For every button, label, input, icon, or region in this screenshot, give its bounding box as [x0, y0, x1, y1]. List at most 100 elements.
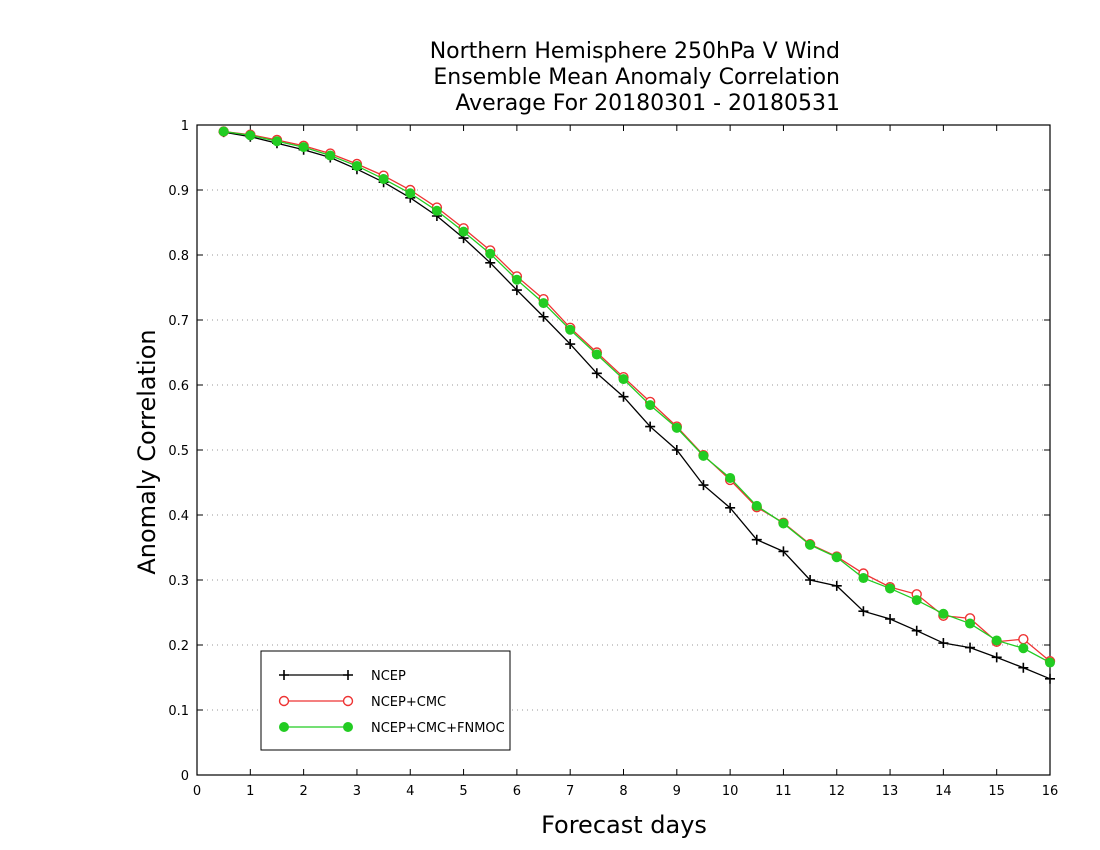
data-point-ncep-21 — [778, 546, 789, 557]
legend-label-ncep-cmc-fnmoc: NCEP+CMC+FNMOC — [371, 721, 505, 736]
series-ncep-cmc — [218, 126, 1056, 667]
x-tick-label-5: 5 — [459, 784, 467, 799]
data-point-ncep-cmc-fnmoc-0 — [218, 126, 229, 137]
x-tick-label-15: 15 — [988, 784, 1005, 799]
x-tick-label-9: 9 — [673, 784, 681, 799]
y-tick-label-4: 0.4 — [168, 509, 189, 524]
legend-marker-left-ncep-cmc-fnmoc — [279, 722, 289, 732]
data-point-ncep-cmc-fnmoc-25 — [885, 583, 896, 594]
data-point-ncep-cmc-fnmoc-28 — [965, 618, 976, 629]
data-point-ncep-cmc-fnmoc-22 — [805, 539, 816, 550]
data-point-ncep-14 — [591, 368, 602, 379]
data-point-ncep-25 — [885, 614, 896, 624]
y-tick-label-5: 0.5 — [168, 444, 189, 459]
data-point-ncep-cmc-fnmoc-7 — [405, 188, 416, 199]
series-line-ncep — [223, 131, 1051, 680]
data-point-ncep-cmc-fnmoc-21 — [778, 518, 789, 529]
data-point-ncep-24 — [858, 606, 869, 617]
title-line-1: Northern Hemisphere 250hPa V Wind — [430, 39, 840, 64]
data-point-ncep-cmc-fnmoc-15 — [618, 374, 629, 385]
series-layer — [218, 126, 1056, 684]
data-point-ncep-cmc-fnmoc-3 — [298, 142, 309, 153]
data-point-ncep-cmc-fnmoc-16 — [645, 400, 656, 411]
x-tick-label-11: 11 — [775, 784, 792, 799]
x-tick-label-2: 2 — [299, 784, 307, 799]
x-tick-label-13: 13 — [882, 784, 899, 799]
data-point-ncep-cmc-fnmoc-4 — [325, 150, 336, 161]
data-point-ncep-30 — [1018, 662, 1029, 673]
y-tick-label-10: 1 — [181, 119, 189, 134]
x-axis-label: Forecast days — [541, 811, 707, 839]
y-tick-label-6: 0.6 — [168, 379, 189, 394]
data-point-ncep-cmc-fnmoc-20 — [751, 500, 762, 511]
data-point-ncep-cmc-fnmoc-14 — [591, 349, 602, 360]
data-point-ncep-10 — [485, 257, 496, 268]
data-point-ncep-cmc-fnmoc-29 — [991, 635, 1002, 646]
y-tick-label-0: 0 — [181, 769, 189, 784]
x-tick-label-7: 7 — [566, 784, 574, 799]
data-point-ncep-cmc-fnmoc-30 — [1018, 643, 1029, 654]
data-point-ncep-18 — [698, 480, 709, 491]
legend-marker-right-ncep — [343, 670, 353, 680]
data-point-ncep-cmc-fnmoc-24 — [858, 573, 869, 584]
title-line-2: Ensemble Mean Anomaly Correlation — [433, 65, 840, 90]
data-point-ncep-cmc-fnmoc-9 — [458, 226, 469, 237]
data-point-ncep-cmc-fnmoc-27 — [938, 608, 949, 619]
data-point-ncep-cmc-fnmoc-2 — [271, 136, 282, 147]
y-tick-label-7: 0.7 — [168, 314, 189, 329]
x-tick-label-12: 12 — [828, 784, 845, 799]
data-point-ncep-cmc-fnmoc-11 — [511, 274, 522, 285]
data-point-ncep-31 — [1045, 673, 1055, 684]
data-point-ncep-19 — [725, 502, 736, 513]
axis-ticks: 00.10.20.30.40.50.60.70.80.910 1 2 3 4 5 6 7 8 9 1… — [168, 119, 1058, 799]
data-point-ncep-12 — [538, 311, 549, 322]
series-ncep — [218, 127, 1055, 684]
legend-marker-left-ncep — [279, 670, 289, 680]
data-point-ncep-27 — [938, 638, 949, 649]
grid — [197, 189, 1050, 711]
data-point-ncep-15 — [618, 391, 629, 402]
series-ncep-cmc-fnmoc — [218, 126, 1055, 668]
x-tick-label-4: 4 — [406, 784, 414, 799]
legend-item-ncep-cmc-fnmoc: NCEP+CMC+FNMOC — [279, 721, 505, 736]
data-point-ncep-cmc-fnmoc-26 — [911, 595, 922, 606]
y-tick-label-2: 0.2 — [168, 639, 189, 654]
data-point-ncep-11 — [511, 285, 522, 296]
x-tick-label-6: 6 — [513, 784, 521, 799]
data-point-ncep-cmc-fnmoc-10 — [485, 248, 496, 259]
x-tick-label-3: 3 — [353, 784, 361, 799]
data-point-ncep-cmc-fnmoc-1 — [245, 130, 256, 141]
data-point-ncep-cmc-fnmoc-31 — [1045, 657, 1055, 668]
chart-title: Northern Hemisphere 250hPa V Wind Ensemb… — [430, 39, 840, 116]
data-point-ncep-20 — [751, 534, 762, 545]
data-point-ncep-29 — [991, 652, 1002, 663]
data-point-ncep-28 — [965, 642, 976, 653]
legend-item-ncep: NCEP — [279, 669, 406, 684]
y-tick-label-1: 0.1 — [168, 704, 189, 719]
data-point-ncep-13 — [565, 339, 576, 350]
legend-marker-right-ncep-cmc-fnmoc — [343, 722, 353, 732]
data-point-ncep-cmc-30 — [1018, 633, 1029, 645]
x-tick-label-10: 10 — [722, 784, 739, 799]
series-line-ncep-cmc-fnmoc — [223, 130, 1051, 664]
data-point-ncep-26 — [911, 625, 922, 636]
x-tick-label-0: 0 — [193, 784, 201, 799]
data-point-ncep-22 — [805, 575, 816, 585]
legend-label-ncep: NCEP — [371, 669, 406, 684]
y-tick-label-9: 0.9 — [168, 184, 189, 199]
data-point-ncep-cmc-fnmoc-5 — [351, 160, 362, 171]
x-tick-label-16: 16 — [1042, 784, 1059, 799]
legend: NCEP NCEP+CMC NCEP+CMC+FNMOC — [260, 650, 511, 751]
data-point-ncep-cmc-fnmoc-6 — [378, 173, 389, 184]
legend-item-ncep-cmc: NCEP+CMC — [278, 695, 446, 710]
data-point-ncep-cmc-fnmoc-19 — [725, 472, 736, 483]
y-tick-label-3: 0.3 — [168, 574, 189, 589]
data-point-ncep-cmc-fnmoc-13 — [565, 324, 576, 335]
data-point-ncep-cmc-fnmoc-12 — [538, 298, 549, 309]
y-tick-label-8: 0.8 — [168, 249, 189, 264]
data-point-ncep-17 — [671, 445, 682, 455]
data-point-ncep-23 — [831, 580, 842, 591]
data-point-ncep-cmc-fnmoc-8 — [431, 205, 442, 216]
legend-marker-left-ncep-cmc — [278, 695, 290, 707]
